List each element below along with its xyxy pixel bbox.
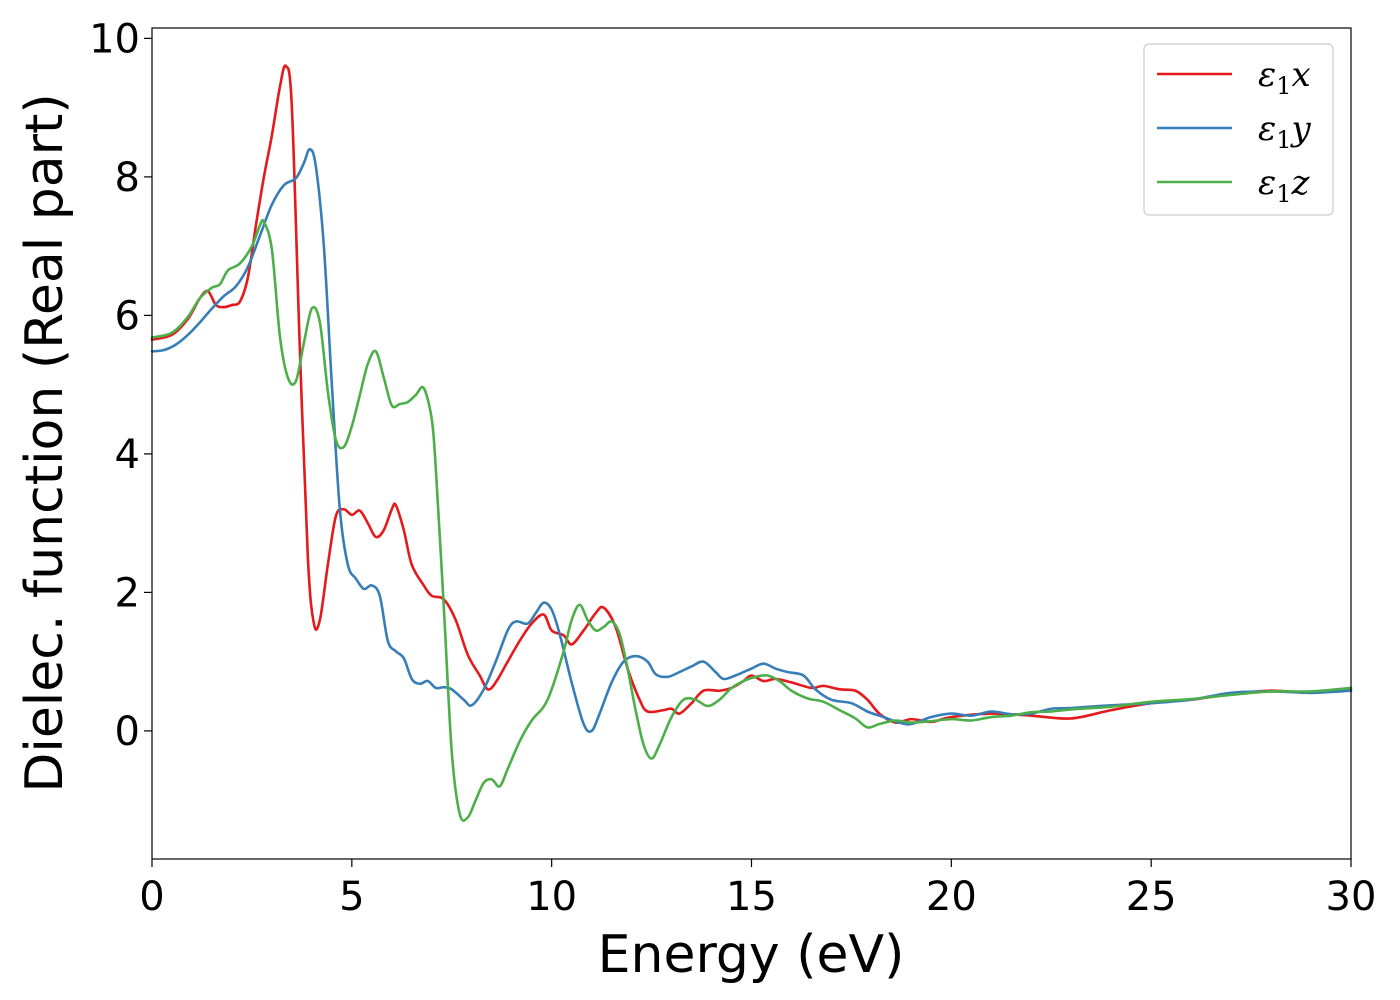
x-tick-label: 0 (139, 874, 164, 920)
y-axis: 0 2 4 6 8 10 (89, 16, 152, 755)
x-tick-label: 5 (339, 874, 364, 920)
legend-label-y: ε1y (1258, 109, 1312, 154)
legend-box (1143, 43, 1334, 216)
x-tick-label: 30 (1326, 874, 1377, 920)
legend: ε1x ε1y ε1z (1143, 43, 1334, 216)
x-axis: 0 5 10 15 20 25 30 (139, 859, 1376, 920)
y-tick-label: 8 (115, 155, 140, 201)
x-tick-label: 10 (526, 874, 577, 920)
series-line-y (150, 147, 1353, 733)
series-layer (150, 64, 1353, 822)
x-tick-label: 20 (926, 874, 977, 920)
series-line-x (150, 64, 1353, 724)
y-tick-label: 4 (115, 432, 140, 478)
x-tick-label: 25 (1126, 874, 1177, 920)
y-axis-label: Dielec. function (Real part) (15, 93, 75, 792)
x-axis-label: Energy (eV) (598, 925, 905, 985)
legend-label-z: ε1z (1258, 163, 1311, 208)
y-tick-label: 0 (115, 709, 140, 755)
y-tick-label: 6 (115, 293, 140, 339)
legend-label-x: ε1x (1258, 55, 1311, 100)
x-tick-label: 15 (726, 874, 777, 920)
y-tick-label: 10 (89, 16, 140, 62)
y-tick-label: 2 (115, 570, 140, 616)
series-line-z (150, 218, 1353, 822)
